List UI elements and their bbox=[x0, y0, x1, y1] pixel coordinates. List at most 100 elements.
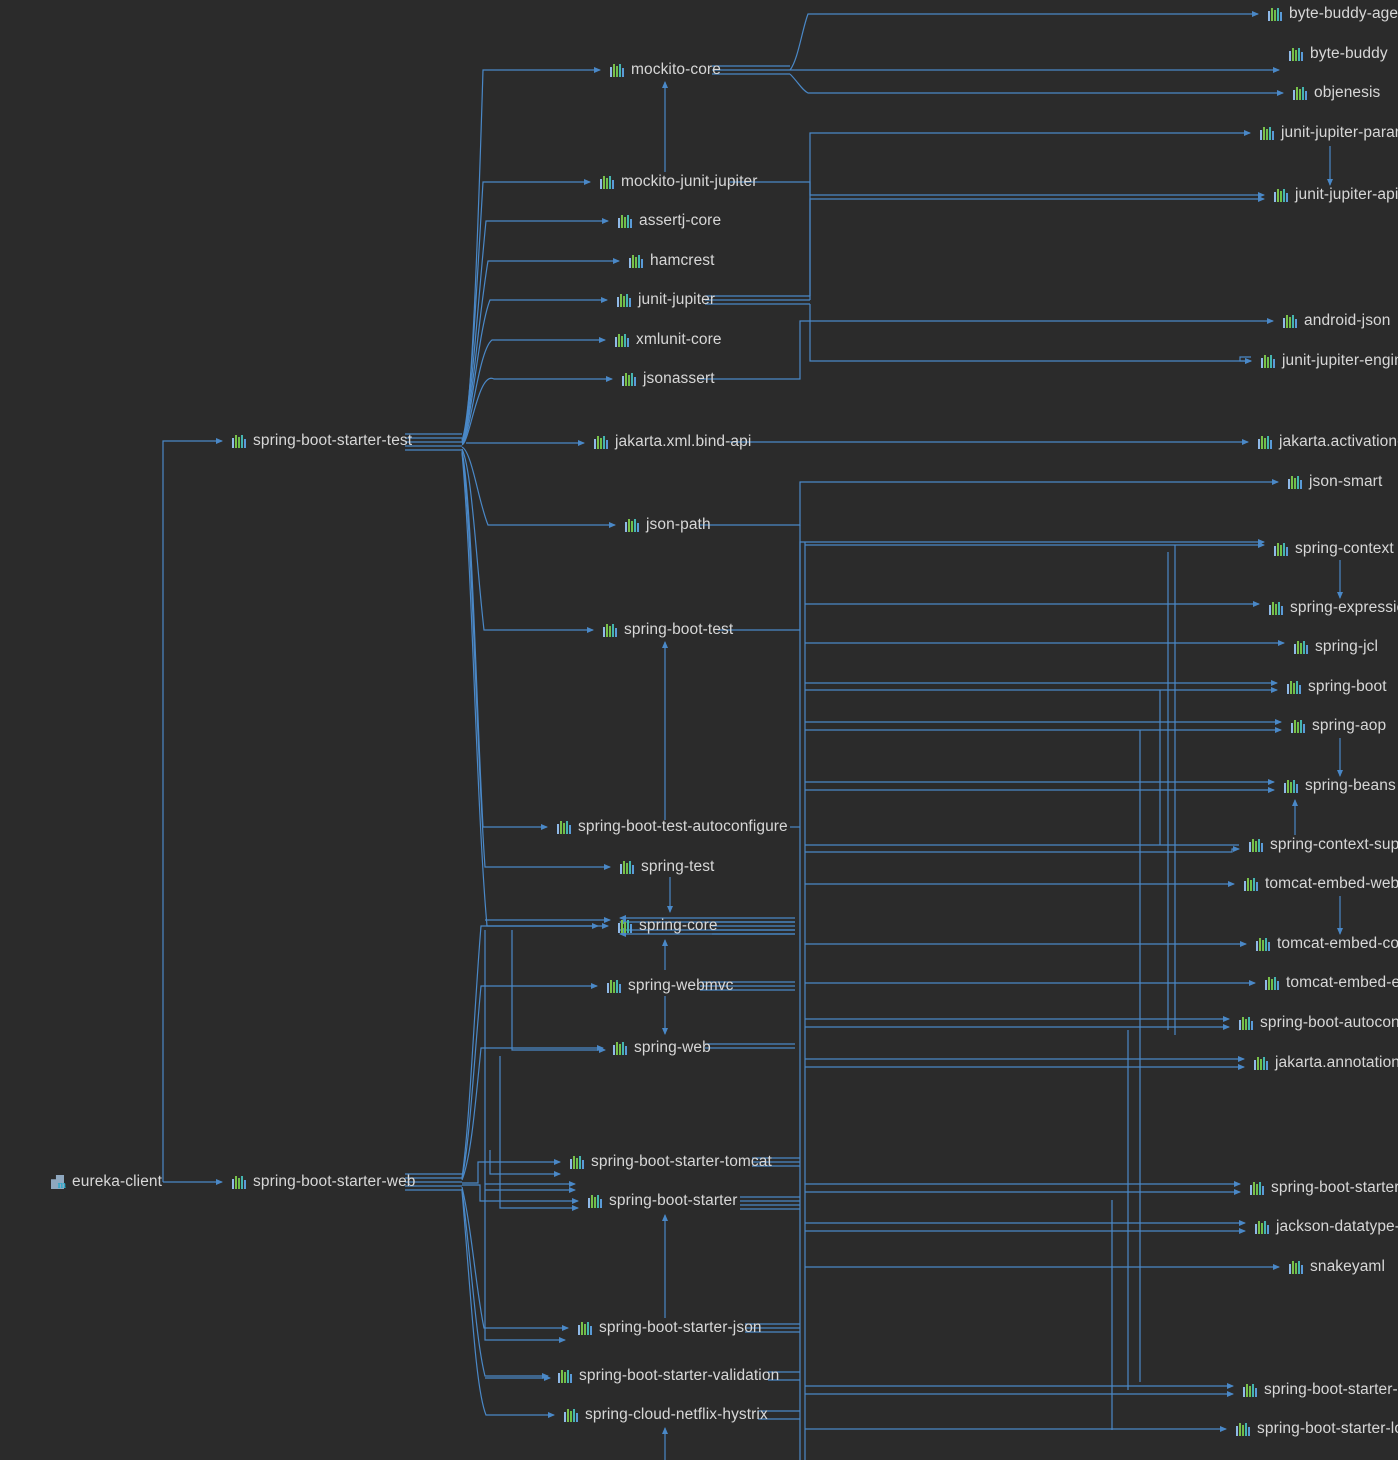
jar-icon bbox=[1291, 719, 1306, 733]
jar-icon bbox=[1284, 779, 1299, 793]
graph-node-spring-boot-starter-test[interactable]: spring-boot-starter-test bbox=[232, 430, 412, 452]
graph-node-json-smart[interactable]: json-smart bbox=[1288, 471, 1382, 493]
graph-node-jsonassert[interactable]: jsonassert bbox=[622, 368, 715, 390]
jar-icon bbox=[1289, 47, 1304, 61]
jar-icon bbox=[1289, 1260, 1304, 1274]
graph-node-junit-jupiter-params[interactable]: junit-jupiter-params bbox=[1260, 122, 1398, 144]
jar-icon bbox=[1254, 1056, 1269, 1070]
node-label: assertj-core bbox=[639, 212, 722, 229]
node-label: spring-boot-autoconfigu bbox=[1260, 1014, 1398, 1031]
graph-node-byte-buddy-agent[interactable]: byte-buddy-agent bbox=[1268, 3, 1398, 25]
graph-node-spring-cloud-netflix-hystrix[interactable]: spring-cloud-netflix-hystrix bbox=[564, 1404, 768, 1426]
graph-node-spring-webmvc[interactable]: spring-webmvc bbox=[607, 975, 734, 997]
jar-icon bbox=[615, 333, 630, 347]
jar-icon bbox=[618, 919, 633, 933]
node-label: spring-boot-test-autoconfigure bbox=[578, 818, 788, 835]
node-label: tomcat-embed-websoc bbox=[1265, 875, 1398, 892]
graph-node-json-path[interactable]: json-path bbox=[625, 514, 711, 536]
jar-icon bbox=[1255, 1220, 1270, 1234]
jar-icon bbox=[617, 293, 632, 307]
graph-node-spring-boot-starter-cache[interactable]: spring-boot-starter-cac bbox=[1243, 1379, 1398, 1401]
jar-icon bbox=[1268, 7, 1283, 21]
graph-node-spring-jcl[interactable]: spring-jcl bbox=[1294, 636, 1378, 658]
node-label: spring-boot-starter-ac bbox=[1271, 1179, 1398, 1196]
node-label: spring-expression bbox=[1290, 599, 1398, 616]
graph-node-junit-jupiter[interactable]: junit-jupiter bbox=[617, 289, 715, 311]
node-label: jakarta.annotation-ap bbox=[1275, 1054, 1398, 1071]
jar-icon bbox=[613, 1041, 628, 1055]
graph-node-spring-context[interactable]: spring-context bbox=[1274, 538, 1394, 560]
node-label: mockito-junit-jupiter bbox=[621, 173, 758, 190]
graph-node-spring-aop[interactable]: spring-aop bbox=[1291, 715, 1386, 737]
graph-node-tomcat-embed-el[interactable]: tomcat-embed-el bbox=[1265, 972, 1398, 994]
graph-node-junit-jupiter-api[interactable]: junit-jupiter-api bbox=[1274, 184, 1398, 206]
graph-node-spring-test[interactable]: spring-test bbox=[620, 856, 714, 878]
graph-node-spring-boot-starter-tomcat[interactable]: spring-boot-starter-tomcat bbox=[570, 1151, 772, 1173]
graph-node-spring-boot-starter-actuator[interactable]: spring-boot-starter-ac bbox=[1250, 1177, 1398, 1199]
graph-node-jackson-datatype-jdk8[interactable]: jackson-datatype-jdk bbox=[1255, 1216, 1398, 1238]
graph-node-mockito-core[interactable]: mockito-core bbox=[610, 59, 721, 81]
node-label: junit-jupiter-params bbox=[1281, 124, 1398, 141]
jar-icon bbox=[1243, 1383, 1258, 1397]
node-label: spring-boot-starter-test bbox=[253, 432, 413, 449]
graph-node-spring-boot-starter-validation[interactable]: spring-boot-starter-validation bbox=[558, 1365, 779, 1387]
graph-node-spring-boot-starter[interactable]: spring-boot-starter bbox=[588, 1190, 738, 1212]
jar-icon bbox=[570, 1155, 585, 1169]
jar-icon bbox=[1250, 1181, 1265, 1195]
graph-node-jakarta.activation-api[interactable]: jakarta.activation-ap bbox=[1258, 431, 1398, 453]
graph-node-spring-beans[interactable]: spring-beans bbox=[1284, 775, 1396, 797]
graph-node-assertj-core[interactable]: assertj-core bbox=[618, 210, 721, 232]
graph-node-spring-context-support[interactable]: spring-context-suppo bbox=[1249, 834, 1398, 856]
node-label: junit-jupiter bbox=[638, 291, 716, 308]
jar-icon bbox=[557, 820, 572, 834]
graph-node-junit-jupiter-engine[interactable]: junit-jupiter-engine bbox=[1261, 350, 1398, 372]
jar-icon bbox=[603, 623, 618, 637]
node-label: spring-core bbox=[639, 917, 718, 934]
graph-node-spring-boot-starter-logging[interactable]: spring-boot-starter-logg bbox=[1236, 1418, 1398, 1440]
graph-node-jakarta.annotation-api[interactable]: jakarta.annotation-ap bbox=[1254, 1052, 1398, 1074]
jar-icon bbox=[620, 860, 635, 874]
graph-node-hamcrest[interactable]: hamcrest bbox=[629, 250, 715, 272]
graph-node-xmlunit-core[interactable]: xmlunit-core bbox=[615, 329, 722, 351]
graph-node-jakarta.xml.bind-api[interactable]: jakarta.xml.bind-api bbox=[594, 431, 751, 453]
jar-icon bbox=[1256, 937, 1271, 951]
node-label: objenesis bbox=[1314, 84, 1381, 101]
node-label: spring-boot-starter-tomcat bbox=[591, 1153, 772, 1170]
graph-node-spring-web[interactable]: spring-web bbox=[613, 1037, 711, 1059]
jar-icon bbox=[625, 518, 640, 532]
jar-icon bbox=[1265, 976, 1280, 990]
node-label: junit-jupiter-api bbox=[1295, 186, 1398, 203]
graph-node-spring-core[interactable]: spring-core bbox=[618, 915, 718, 937]
jar-icon bbox=[622, 372, 637, 386]
graph-root-node[interactable]: m eureka-client bbox=[50, 1171, 162, 1193]
graph-node-spring-boot-starter-json[interactable]: spring-boot-starter-json bbox=[578, 1317, 762, 1339]
graph-node-spring-boot-starter-web[interactable]: spring-boot-starter-web bbox=[232, 1171, 416, 1193]
node-label: android-json bbox=[1304, 312, 1391, 329]
node-label: hamcrest bbox=[650, 252, 715, 269]
graph-node-byte-buddy[interactable]: byte-buddy bbox=[1289, 43, 1388, 65]
node-label: snakeyaml bbox=[1310, 1258, 1385, 1275]
graph-node-spring-expression[interactable]: spring-expression bbox=[1269, 597, 1398, 619]
node-label: tomcat-embed-core bbox=[1277, 935, 1398, 952]
jar-icon bbox=[1287, 680, 1302, 694]
node-label: spring-jcl bbox=[1315, 638, 1379, 655]
graph-node-spring-boot-test-autoconfigure[interactable]: spring-boot-test-autoconfigure bbox=[557, 816, 788, 838]
graph-node-spring-boot-autoconfigure[interactable]: spring-boot-autoconfigu bbox=[1239, 1012, 1398, 1034]
jar-icon bbox=[1288, 475, 1303, 489]
graph-node-snakeyaml[interactable]: snakeyaml bbox=[1289, 1256, 1385, 1278]
graph-node-android-json[interactable]: android-json bbox=[1283, 310, 1391, 332]
graph-node-objenesis[interactable]: objenesis bbox=[1293, 82, 1380, 104]
graph-node-tomcat-embed-websocket[interactable]: tomcat-embed-websoc bbox=[1244, 873, 1398, 895]
graph-node-spring-boot[interactable]: spring-boot bbox=[1287, 676, 1387, 698]
graph-node-tomcat-embed-core[interactable]: tomcat-embed-core bbox=[1256, 933, 1398, 955]
jar-icon bbox=[232, 1175, 247, 1189]
node-label: jackson-datatype-jdk bbox=[1276, 1218, 1398, 1235]
node-label: spring-context bbox=[1295, 540, 1394, 557]
graph-node-mockito-junit-jupiter[interactable]: mockito-junit-jupiter bbox=[600, 171, 757, 193]
jar-icon bbox=[578, 1321, 593, 1335]
node-label: json-path bbox=[646, 516, 711, 533]
graph-node-spring-boot-test[interactable]: spring-boot-test bbox=[603, 619, 733, 641]
maven-module-icon: m bbox=[50, 1174, 66, 1191]
node-label: spring-beans bbox=[1305, 777, 1396, 794]
